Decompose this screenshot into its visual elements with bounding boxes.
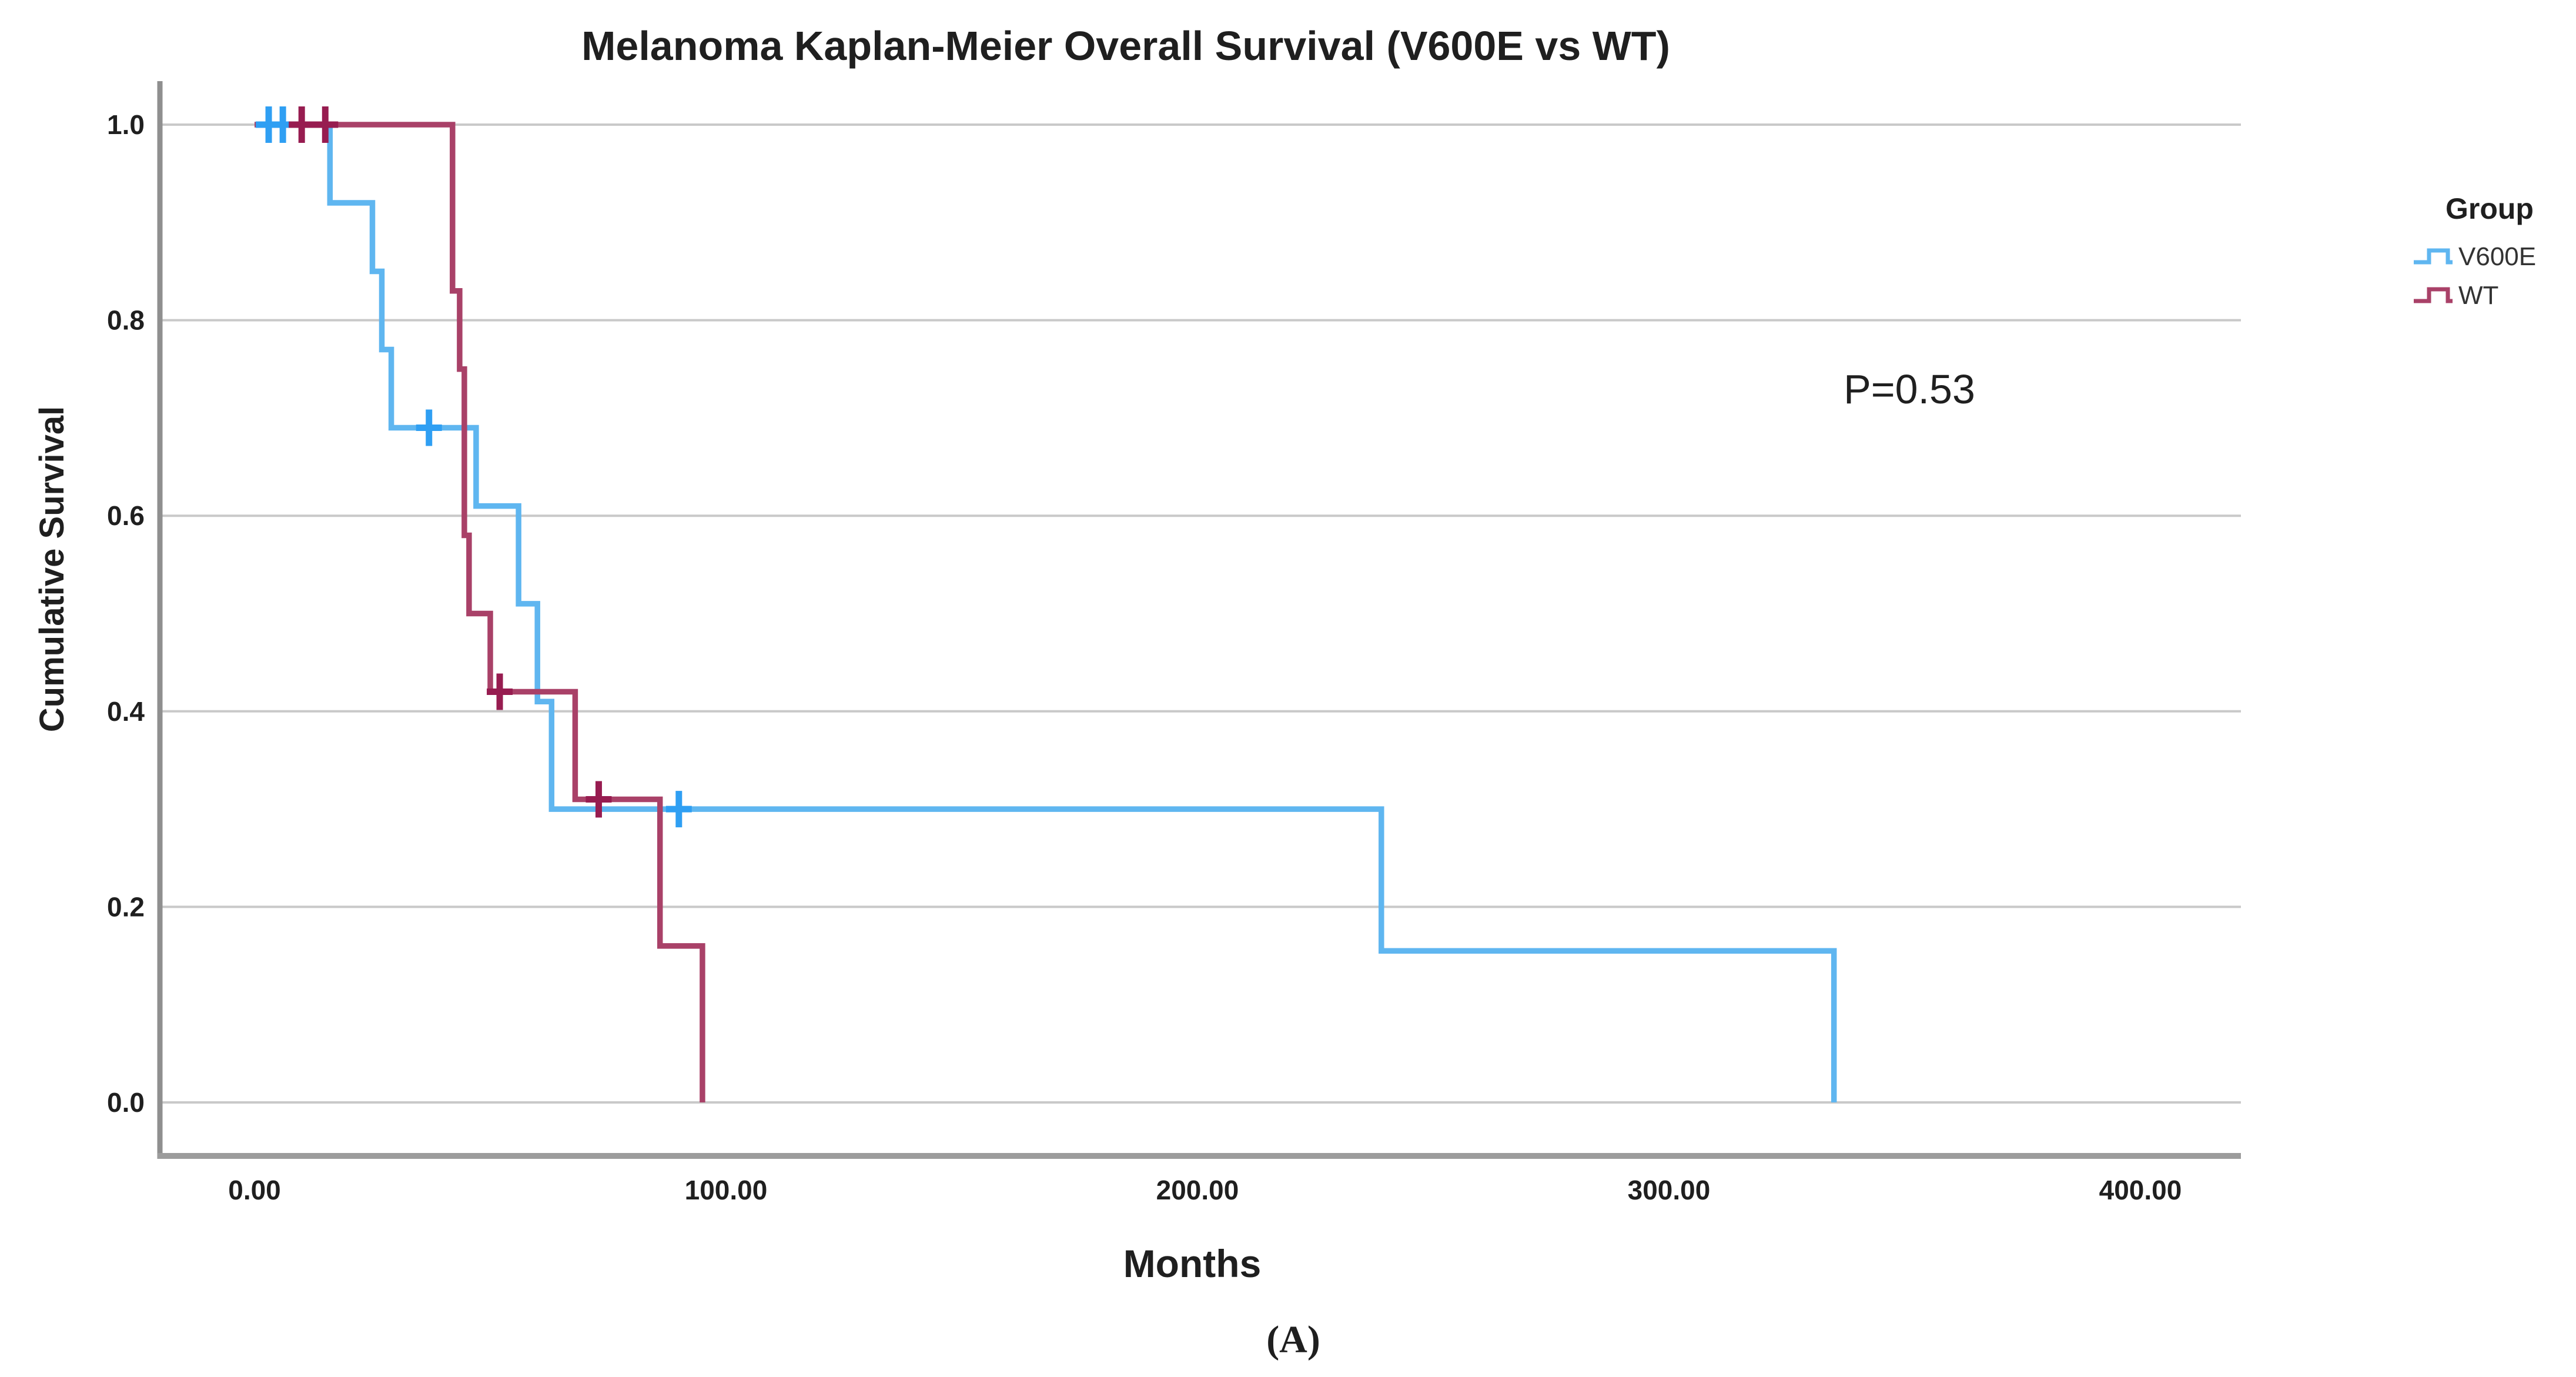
x-tick-label: 300.00 bbox=[1628, 1175, 1711, 1205]
chart-title: Melanoma Kaplan-Meier Overall Survival (… bbox=[581, 23, 1670, 69]
x-tick-label: 200.00 bbox=[1156, 1175, 1239, 1205]
censor-mark-wt bbox=[312, 106, 339, 143]
legend-title: Group bbox=[2445, 192, 2534, 225]
legend-label-wt: WT bbox=[2458, 281, 2498, 310]
censor-mark-wt bbox=[289, 106, 315, 143]
axes-layer bbox=[157, 81, 2241, 1159]
x-tick-label: 0.00 bbox=[228, 1175, 281, 1205]
x-tick-label: 400.00 bbox=[2099, 1175, 2182, 1205]
legend-label-v600e: V600E bbox=[2458, 242, 2536, 271]
legend-swatch-wt-icon bbox=[2414, 287, 2453, 303]
y-tick-label: 0.4 bbox=[107, 696, 145, 727]
legend-item-v600e: V600E bbox=[2414, 242, 2536, 271]
legend-swatch-v600e-icon bbox=[2414, 248, 2453, 265]
y-tick-label: 0.0 bbox=[107, 1087, 145, 1118]
censor-mark-wt bbox=[586, 781, 612, 818]
tick-labels-layer: 1.0 0.8 0.6 0.4 0.2 0.0 0.00 100.00 200.00 300.00… bbox=[107, 109, 2182, 1205]
y-tick-label: 0.2 bbox=[107, 891, 145, 922]
censor-mark-wt bbox=[487, 673, 513, 710]
y-axis-title: Cumulative Survival bbox=[33, 406, 71, 732]
p-value-annotation: P=0.53 bbox=[1844, 366, 1975, 412]
censor-marks-layer bbox=[256, 106, 692, 828]
y-tick-label: 0.6 bbox=[107, 500, 145, 531]
y-tick-label: 0.8 bbox=[107, 305, 145, 336]
panel-caption: (A) bbox=[1266, 1318, 1320, 1361]
x-tick-label: 100.00 bbox=[685, 1175, 768, 1205]
survival-curve-v600e bbox=[255, 122, 1837, 1102]
legend-item-wt: WT bbox=[2414, 281, 2498, 310]
legend: V600E WT bbox=[2414, 242, 2536, 310]
series-layer bbox=[255, 122, 1837, 1102]
censor-mark-v600e bbox=[665, 791, 692, 828]
y-tick-label: 1.0 bbox=[107, 109, 145, 140]
survival-curve-wt bbox=[255, 122, 705, 1102]
gridlines-layer bbox=[162, 123, 2241, 1104]
censor-mark-v600e bbox=[416, 409, 442, 446]
x-axis-title: Months bbox=[1123, 1242, 1262, 1285]
